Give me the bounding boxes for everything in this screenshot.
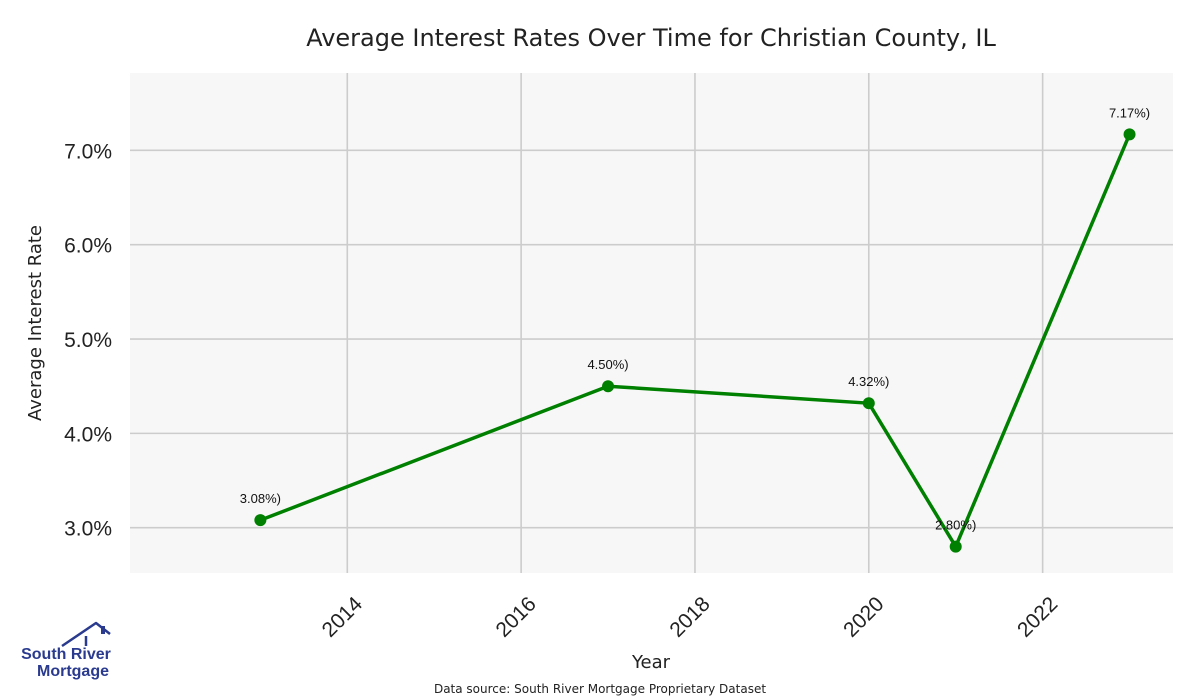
- data-labels: 3.08%) 4.50%) 4.32%) 2.80%) 7.17%): [240, 105, 1150, 532]
- x-axis-label: Year: [631, 652, 671, 673]
- x-tick-label: 2018: [665, 592, 714, 641]
- data-point: [862, 397, 875, 410]
- data-label: 7.17%): [1109, 105, 1150, 120]
- y-tick-label: 3.0%: [64, 518, 112, 541]
- x-axis-ticks: 2014 2016 2018 2020 2022: [318, 592, 1063, 642]
- house-roof-icon: [61, 621, 111, 648]
- y-tick-label: 7.0%: [64, 140, 112, 163]
- data-label: 4.50%): [587, 357, 628, 372]
- data-point: [602, 380, 615, 393]
- chart-title: Average Interest Rates Over Time for Chr…: [306, 24, 996, 52]
- data-label: 2.80%): [935, 518, 976, 533]
- data-point: [254, 514, 267, 527]
- y-tick-label: 4.0%: [64, 423, 112, 446]
- logo-text-line1: South River: [21, 646, 111, 663]
- data-source-note: Data source: South River Mortgage Propri…: [434, 682, 766, 696]
- y-tick-label: 5.0%: [64, 329, 112, 352]
- x-tick-label: 2014: [318, 592, 368, 642]
- data-point: [949, 540, 962, 553]
- x-tick-label: 2020: [839, 592, 888, 641]
- y-tick-label: 6.0%: [64, 235, 112, 258]
- grid-lines: [130, 73, 1173, 573]
- data-label: 3.08%): [240, 491, 281, 506]
- x-tick-label: 2022: [1013, 592, 1062, 641]
- data-point: [1123, 128, 1136, 141]
- logo-text-line2: Mortgage: [37, 663, 109, 680]
- y-axis-ticks: 3.0% 4.0% 5.0% 6.0% 7.0%: [64, 140, 112, 540]
- x-tick-label: 2016: [492, 592, 541, 641]
- company-logo: South River Mortgage: [21, 621, 111, 680]
- data-label: 4.32%): [848, 374, 889, 389]
- y-axis-label: Average Interest Rate: [25, 225, 46, 421]
- plot-area: [130, 73, 1173, 573]
- data-points: [254, 128, 1136, 553]
